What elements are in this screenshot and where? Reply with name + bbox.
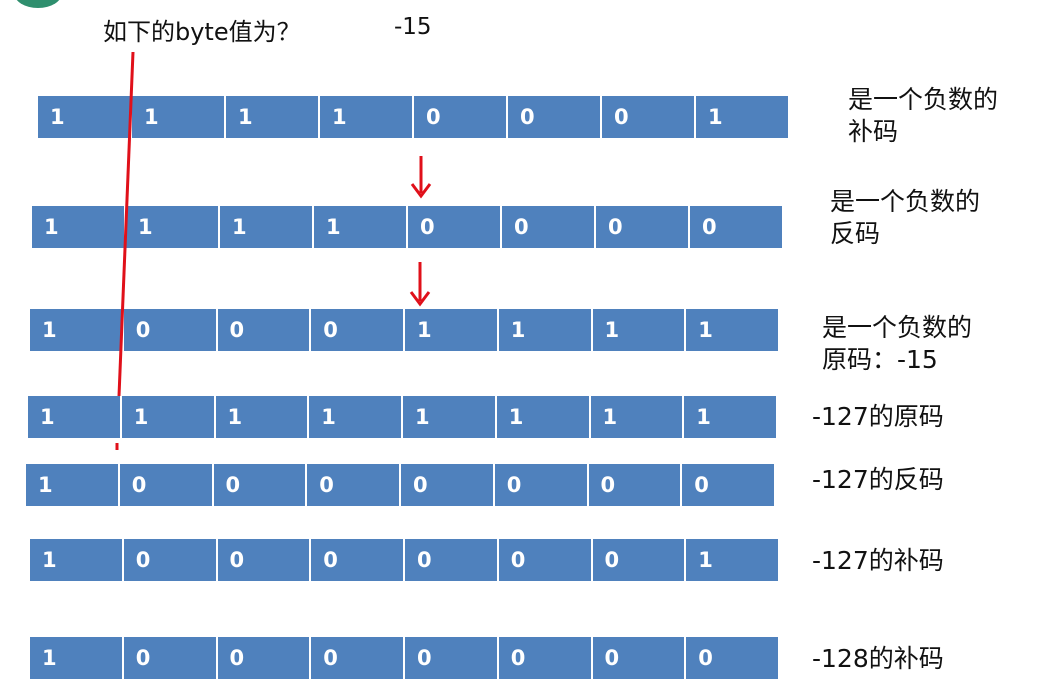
bit-cell: 0 <box>217 309 312 351</box>
row-label-line: -127的原码 <box>812 402 944 431</box>
bit-cell: 0 <box>311 539 405 581</box>
question-title: 如下的byte值为？ <box>103 18 301 46</box>
bit-cell: 0 <box>602 96 696 138</box>
bit-cell: 1 <box>32 206 126 248</box>
bit-cell: 0 <box>123 539 218 581</box>
bit-cell: 1 <box>696 96 788 138</box>
bit-cell: 0 <box>307 464 401 506</box>
bit-cell: 1 <box>30 637 124 679</box>
bit-cell: 0 <box>592 539 687 581</box>
bit-cell: 0 <box>690 206 782 248</box>
bit-cell: 1 <box>686 309 778 351</box>
bit-cell: 0 <box>311 309 405 351</box>
row-label-line: -127的反码 <box>812 465 944 494</box>
row-label-3: 是一个负数的 原码：-15 <box>822 312 972 376</box>
row-label-line: 是一个负数的 <box>822 313 973 342</box>
corner-decoration <box>14 0 62 8</box>
bit-cell: 0 <box>123 309 218 351</box>
row-label-4: -127的原码 <box>812 401 944 433</box>
bit-cell: 1 <box>405 309 499 351</box>
bit-cell: 1 <box>592 309 687 351</box>
bit-cell: 0 <box>596 206 690 248</box>
bit-cell: 1 <box>220 206 314 248</box>
bit-cell: 0 <box>123 637 218 679</box>
bit-cell: 0 <box>508 96 602 138</box>
row-label-1: 是一个负数的 补码 <box>848 84 998 148</box>
row-label-7: -128的补码 <box>812 643 944 675</box>
row-label-line: 反码 <box>830 219 881 248</box>
bit-cell: 1 <box>26 464 120 506</box>
row-label-line: 补码 <box>848 117 899 146</box>
bit-cell: 0 <box>217 539 312 581</box>
bit-cell: 1 <box>686 539 778 581</box>
bit-cell: 1 <box>30 309 124 351</box>
bit-cell: 0 <box>213 464 308 506</box>
bit-cell: 1 <box>309 396 403 438</box>
bit-cell: 1 <box>30 539 124 581</box>
bit-cell: 1 <box>320 96 414 138</box>
bit-cell: 1 <box>684 396 776 438</box>
row-label-line: 是一个负数的 <box>830 187 981 216</box>
bit-cell: 1 <box>226 96 320 138</box>
bit-cell: 1 <box>403 396 497 438</box>
answer-value: -15 <box>394 14 432 40</box>
row-label-line: 是一个负数的 <box>848 85 999 114</box>
row-label-6: -127的补码 <box>812 545 944 577</box>
bit-cell: 0 <box>119 464 214 506</box>
down-arrow-1-icon <box>410 156 432 199</box>
bit-cell: 0 <box>498 539 593 581</box>
row-label-line: -128的补码 <box>812 644 944 673</box>
bit-cell: 1 <box>126 206 220 248</box>
bit-cell: 1 <box>590 396 685 438</box>
bit-cell: 0 <box>686 637 778 679</box>
row-label-5: -127的反码 <box>812 464 944 496</box>
bit-cell: 1 <box>28 396 122 438</box>
bit-cell: 0 <box>405 637 499 679</box>
bit-cell: 0 <box>217 637 312 679</box>
bit-cell: 0 <box>414 96 508 138</box>
bit-cell: 0 <box>311 637 405 679</box>
bit-cell: 1 <box>498 309 593 351</box>
bit-cell: 0 <box>494 464 589 506</box>
bit-cell: 1 <box>121 396 216 438</box>
down-arrow-2-icon <box>409 262 431 307</box>
bit-cell: 1 <box>314 206 408 248</box>
bit-cell: 0 <box>401 464 495 506</box>
bit-cell: 1 <box>215 396 310 438</box>
bit-cell: 0 <box>405 539 499 581</box>
bit-cell: 1 <box>496 396 591 438</box>
bit-cell: 0 <box>682 464 774 506</box>
bit-cell: 0 <box>588 464 683 506</box>
bit-cell: 0 <box>498 637 593 679</box>
bit-cell: 0 <box>592 637 687 679</box>
row-label-line: -127的补码 <box>812 546 944 575</box>
bit-cell: 1 <box>38 96 132 138</box>
row-label-line: 原码：-15 <box>822 345 938 374</box>
bit-cell: 0 <box>408 206 502 248</box>
bit-cell: 0 <box>502 206 596 248</box>
bit-cell: 1 <box>132 96 226 138</box>
row-label-2: 是一个负数的 反码 <box>830 186 980 250</box>
